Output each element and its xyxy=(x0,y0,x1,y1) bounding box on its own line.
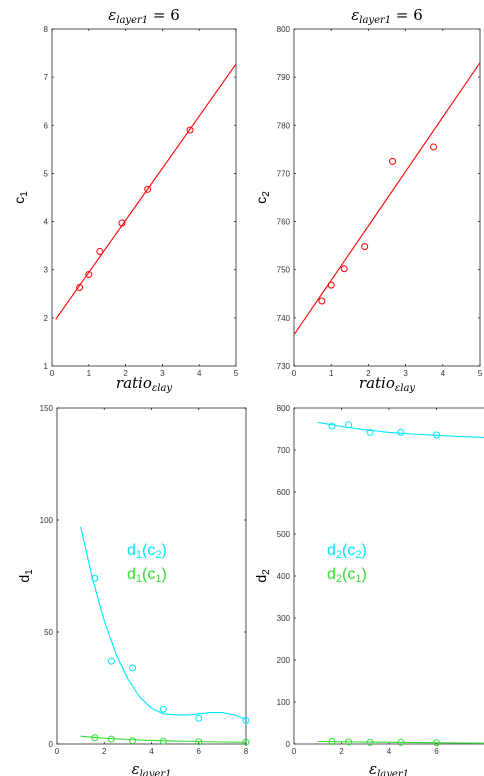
x-tick-label: 4 xyxy=(387,747,392,756)
x-tick-label: 6 xyxy=(434,747,439,756)
y-tick-label: 1 xyxy=(44,362,49,371)
x-tick-label: 8 xyxy=(244,747,249,756)
y-tick-label: 100 xyxy=(277,698,291,707)
legend-entry: d1(c2) xyxy=(127,542,167,561)
data-point xyxy=(96,247,104,255)
data-point xyxy=(144,185,152,193)
y-tick-label: 750 xyxy=(277,266,291,275)
y-tick-label: 770 xyxy=(277,169,291,178)
y-axis-label: d2 xyxy=(253,569,272,583)
chart-panel-4: 0 2 4 6 0 100 200 300 400 500 600 700 800 d2 εlayer1 d2… xyxy=(253,404,484,776)
fit-line-4 xyxy=(80,735,246,743)
x-tick-label: 1 xyxy=(87,369,92,378)
data-point xyxy=(91,574,99,582)
x-tick-label: 4 xyxy=(197,369,202,378)
data-point xyxy=(328,422,336,430)
y-tick-label: 200 xyxy=(277,656,291,665)
x-tick-label: 5 xyxy=(478,369,483,378)
chart-panel-2: 0 1 2 3 4 5 730 740 750 760 770 780 790 800 εlayer1 = … xyxy=(253,6,483,394)
x-tick-label: 2 xyxy=(123,369,128,378)
legend-entry: d2(c2) xyxy=(327,542,367,561)
y-tick-label: 3 xyxy=(44,266,49,275)
fit-line-2 xyxy=(317,421,484,438)
data-point xyxy=(366,428,374,436)
y-tick-label: 800 xyxy=(277,25,291,34)
x-tick-label: 1 xyxy=(329,369,334,378)
x-tick-label: 3 xyxy=(403,369,408,378)
y-tick-label: 5 xyxy=(44,169,49,178)
chart-title: εlayer1 = 6 xyxy=(108,6,180,26)
x-axis-label: εlayer1 xyxy=(369,760,409,776)
data-point xyxy=(129,664,137,672)
y-tick-label: 800 xyxy=(277,404,291,413)
axes-frame xyxy=(51,28,237,367)
legend-entry: d1(c1) xyxy=(127,566,167,585)
data-point xyxy=(430,143,437,151)
y-tick-label: 50 xyxy=(44,628,53,637)
axes-frame xyxy=(293,407,484,745)
y-tick-label: 760 xyxy=(277,218,291,227)
data-point xyxy=(107,657,115,665)
y-tick-label: 300 xyxy=(277,614,291,623)
data-point xyxy=(340,265,348,273)
data-point xyxy=(318,297,326,305)
y-tick-label: 0 xyxy=(49,740,54,749)
y-tick-label: 740 xyxy=(277,314,291,323)
fit-line-4 xyxy=(317,740,484,744)
y-tick-label: 8 xyxy=(44,25,49,34)
data-point xyxy=(242,716,250,724)
chart-panel-3: 0 2 4 6 8 0 50 100 150 d1 εlayer1 d1(c2) d1(c1) xyxy=(16,404,250,776)
x-axis-label: ratioεlay xyxy=(359,374,416,394)
y-tick-label: 0 xyxy=(286,740,291,749)
x-tick-label: 0 xyxy=(50,369,55,378)
fit-line-2 xyxy=(55,63,236,320)
data-point xyxy=(159,705,167,713)
y-tick-label: 500 xyxy=(277,530,291,539)
x-tick-label: 5 xyxy=(234,369,239,378)
y-tick-label: 790 xyxy=(277,73,291,82)
y-tick-label: 700 xyxy=(277,446,291,455)
x-tick-label: 2 xyxy=(366,369,371,378)
fit-line-2 xyxy=(294,62,480,336)
x-tick-label: 3 xyxy=(160,369,165,378)
y-tick-label: 6 xyxy=(44,121,49,130)
y-tick-label: 100 xyxy=(40,516,54,525)
x-tick-label: 6 xyxy=(197,747,202,756)
y-tick-label: 150 xyxy=(40,404,54,413)
x-tick-label: 0 xyxy=(292,747,297,756)
x-tick-label: 0 xyxy=(55,747,60,756)
legend-entry: d2(c1) xyxy=(327,566,367,585)
y-tick-label: 600 xyxy=(277,488,291,497)
axes-frame xyxy=(293,28,481,367)
y-axis-label: c2 xyxy=(253,191,272,204)
chart-title: εlayer1 = 6 xyxy=(351,6,423,26)
x-tick-label: 2 xyxy=(102,747,107,756)
x-axis-label: εlayer1 xyxy=(132,760,172,776)
y-tick-label: 2 xyxy=(44,314,49,323)
x-axis-label: ratioεlay xyxy=(116,374,173,394)
data-point xyxy=(129,737,137,745)
data-point xyxy=(389,157,397,165)
x-tick-label: 4 xyxy=(441,369,446,378)
data-point xyxy=(195,714,203,722)
data-point xyxy=(186,126,194,134)
y-tick-label: 400 xyxy=(277,572,291,581)
y-axis-label: c1 xyxy=(11,191,30,204)
data-point xyxy=(397,428,405,436)
y-axis-label: d1 xyxy=(16,569,35,583)
y-tick-label: 7 xyxy=(44,73,49,82)
x-tick-label: 0 xyxy=(292,369,297,378)
y-tick-label: 4 xyxy=(44,218,49,227)
y-tick-label: 730 xyxy=(277,362,291,371)
x-tick-label: 4 xyxy=(149,747,154,756)
fit-line-2 xyxy=(80,526,246,720)
x-tick-label: 2 xyxy=(339,747,344,756)
y-tick-label: 780 xyxy=(277,121,291,130)
data-point xyxy=(361,243,369,251)
